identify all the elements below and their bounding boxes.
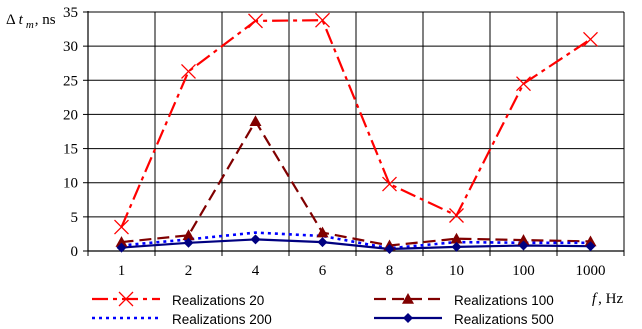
y-tick-label-35: 35: [63, 5, 78, 21]
x-tick-label-1000: 1000: [576, 263, 606, 279]
data-point-realizations-500-4: [250, 234, 261, 245]
data-point-realizations-500-10: [451, 241, 462, 252]
x-tick-label-10: 10: [449, 263, 464, 279]
data-point-realizations-100-1000: [584, 235, 597, 247]
x-axis-label: f, Hz: [592, 291, 624, 307]
x-tick-label-6: 6: [319, 263, 327, 279]
data-point-realizations-20-10: [449, 208, 464, 223]
data-point-realizations-20-2: [181, 63, 196, 79]
x-tick-label-100: 100: [512, 263, 535, 279]
legend-item-realizations-500: Realizations 500: [374, 312, 554, 327]
data-point-realizations-20-1: [114, 219, 129, 235]
legend: Realizations 20 Realizations 100 Realiza…: [92, 291, 554, 327]
legend-swatch-realizations-100: [374, 293, 442, 304]
data-point-realizations-500-1000: [585, 241, 596, 252]
y-tick-labels: 0 5 10 15 20 25 30 35: [63, 5, 78, 260]
x-tick-label-2: 2: [185, 263, 193, 279]
data-point-realizations-500-6: [317, 237, 328, 248]
y-tick-label-0: 0: [71, 244, 79, 260]
data-point-realizations-20-6: [315, 12, 330, 28]
y-tick-label-25: 25: [63, 73, 78, 89]
legend-marker-realizations-100: [402, 293, 414, 304]
axes: [83, 11, 625, 256]
y-tick-label-5: 5: [71, 210, 79, 226]
series-lines: [120, 19, 592, 251]
y-tick-label-15: 15: [63, 142, 78, 158]
data-point-realizations-100-6: [316, 226, 329, 238]
y-axis-label-var: t: [19, 12, 24, 28]
data-point-realizations-500-1: [116, 242, 127, 253]
data-point-realizations-100-4: [249, 115, 262, 127]
data-point-realizations-500-2: [183, 237, 194, 248]
legend-item-realizations-100: Realizations 100: [374, 293, 554, 308]
data-point-realizations-500-100: [518, 240, 529, 251]
data-point-realizations-100-100: [517, 234, 530, 245]
series-markers: [114, 12, 598, 254]
legend-label-realizations-100: Realizations 100: [454, 293, 554, 308]
data-point-realizations-500-8: [384, 243, 395, 254]
legend-label-realizations-200: Realizations 200: [172, 312, 272, 327]
x-tick-label-4: 4: [252, 263, 260, 279]
series-line-realizations-100: [121, 120, 591, 247]
x-tick-labels: 1 2 4 6 8 10 100 1000: [118, 263, 606, 279]
series-line-realizations-200: [121, 231, 591, 250]
series-line-realizations-500: [121, 238, 591, 251]
data-point-realizations-20-100: [516, 76, 531, 92]
legend-swatch-realizations-20: [92, 291, 160, 307]
data-point-realizations-20-1000: [583, 31, 598, 47]
data-point-realizations-100-10: [450, 232, 463, 244]
y-axis-label-sub: m: [26, 19, 34, 31]
legend-label-realizations-20: Realizations 20: [172, 293, 264, 308]
legend-marker-realizations-20: [118, 291, 134, 307]
grid-lines: [88, 11, 625, 251]
data-point-realizations-20-8: [382, 176, 397, 192]
legend-item-realizations-200: Realizations 200: [92, 312, 272, 327]
x-tick-label-8: 8: [386, 263, 394, 279]
x-tick-label-1: 1: [118, 263, 126, 279]
legend-marker-realizations-500: [403, 313, 413, 323]
legend-item-realizations-20: Realizations 20: [92, 291, 264, 308]
y-tick-label-10: 10: [63, 176, 78, 192]
data-point-realizations-20-4: [248, 13, 263, 29]
y-axis-label-base: Δ: [6, 12, 16, 28]
x-axis-label-unit: , Hz: [598, 291, 623, 307]
data-point-realizations-100-2: [182, 229, 195, 241]
x-axis-label-var: f: [592, 291, 598, 307]
y-tick-label-20: 20: [63, 107, 78, 123]
y-tick-label-30: 30: [63, 39, 78, 55]
legend-label-realizations-500: Realizations 500: [454, 312, 554, 327]
series-line-realizations-20: [120, 19, 592, 228]
y-axis-label-unit: , ns: [35, 12, 56, 28]
legend-swatch-realizations-500: [374, 313, 442, 323]
data-point-realizations-100-1: [115, 236, 128, 247]
